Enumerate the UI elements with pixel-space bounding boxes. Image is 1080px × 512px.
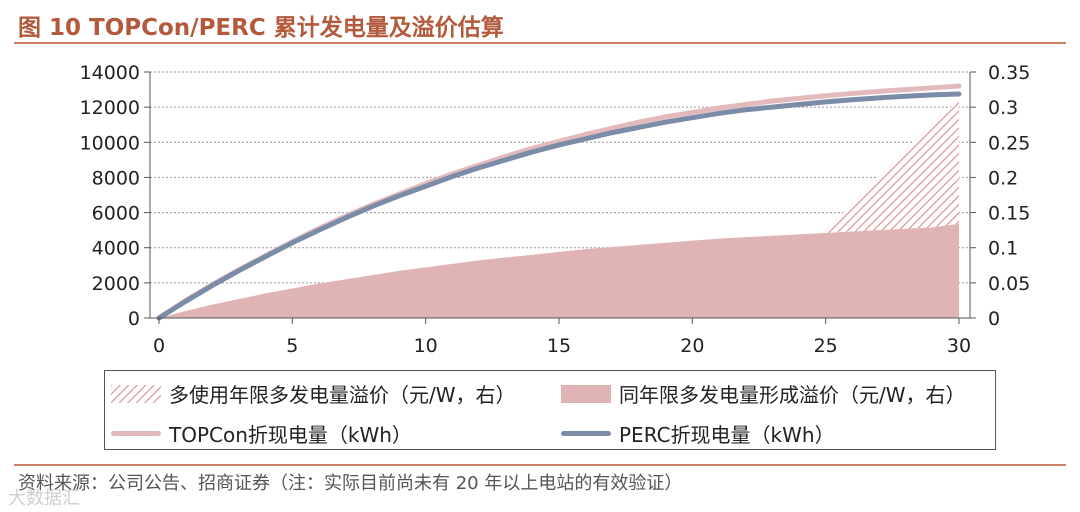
legend-swatch-hatch [111,384,161,403]
y2-tick-label: 0.2 [988,167,1018,189]
y-tick-label: 12000 [80,97,140,119]
line-layer [156,83,962,321]
y2-tick-label: 0.3 [988,97,1018,119]
x-tick-label: 15 [547,335,571,357]
y2-tick-label: 0.35 [988,62,1030,84]
source-note: 资料来源：公司公告、招商证券（注：实际目前尚未有 20 年以上电站的有效验证） [18,473,683,494]
x-tick-label: 20 [680,335,704,357]
y2-tick-label: 0.25 [988,132,1030,154]
x-tick-label: 10 [414,335,438,357]
legend-swatch-solid [561,384,611,403]
y2-tick-label: 0.15 [988,203,1030,225]
legend-item-solid: 同年限多发电量形成溢价（元/W，右） [561,379,966,408]
x-tick-label: 5 [286,335,298,357]
figure-title: 图 10 TOPCon/PERC 累计发电量及溢价估算 [18,15,504,41]
y-tick-label: 6000 [92,203,140,225]
legend-swatch-perc [561,431,611,436]
chart-svg: 0 2000 4000 6000 8000 10000 12000 14000 0 0.05 0.1… [80,62,1031,357]
x-tick-label: 25 [814,335,838,357]
legend-label-perc: PERC折现电量（kWh） [619,423,835,447]
legend-label-solid: 同年限多发电量形成溢价（元/W，右） [619,383,966,407]
legend: 多使用年限多发电量溢价（元/W，右） 同年限多发电量形成溢价（元/W，右） TO… [104,370,996,450]
legend-label-topcon: TOPCon折现电量（kWh） [169,423,412,447]
legend-label-hatch: 多使用年限多发电量溢价（元/W，右） [169,383,516,407]
y-tick-label: 2000 [92,273,140,295]
y-tick-label: 14000 [80,62,140,84]
x-tick-label: 30 [947,335,971,357]
legend-item-topcon: TOPCon折现电量（kWh） [111,419,412,448]
y2-tick-label: 0 [988,308,1000,330]
legend-swatch-topcon [111,431,161,436]
watermark: 大数据汇 [8,488,80,509]
perc-line [156,91,962,321]
y-tick-label: 4000 [92,238,140,260]
axes: 0 2000 4000 6000 8000 10000 12000 14000 0 0.05 0.1… [80,62,1031,357]
title-rule [14,42,1066,44]
area-layer [159,100,959,318]
legend-item-hatch: 多使用年限多发电量溢价（元/W，右） [111,379,516,408]
y2-tick-label: 0.1 [988,238,1018,260]
hatch-area [825,100,959,233]
source-rule [14,464,1066,466]
solid-area [159,223,959,318]
y2-tick-label: 0.05 [988,273,1030,295]
y-tick-label: 10000 [80,132,140,154]
x-tick-label: 0 [153,335,165,357]
y-tick-label: 8000 [92,167,140,189]
legend-item-perc: PERC折现电量（kWh） [561,419,835,448]
y-tick-label: 0 [128,308,140,330]
